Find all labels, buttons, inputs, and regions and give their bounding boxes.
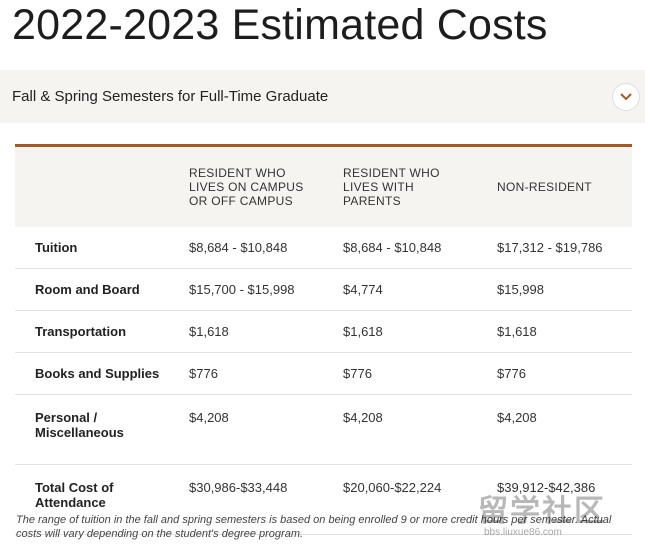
row-label-transportation: Transportation: [15, 310, 189, 353]
table-row: Transportation $1,618 $1,618 $1,618: [15, 310, 632, 353]
cell-value: $4,774: [343, 268, 497, 311]
cell-value: $8,684 - $10,848: [343, 227, 497, 269]
cell-value: $4,208: [189, 394, 343, 465]
cell-value: $1,618: [497, 310, 632, 353]
cell-value: $30,986-$33,448: [189, 464, 343, 535]
column-header-resident-parents: RESIDENT WHO LIVES WITH PARENTS: [343, 147, 497, 227]
row-label-personal-misc: Personal / Miscellaneous: [15, 394, 189, 465]
chevron-down-icon: [620, 93, 632, 101]
row-label-books-and-supplies: Books and Supplies: [15, 352, 189, 395]
accordion-header[interactable]: Fall & Spring Semesters for Full-Time Gr…: [0, 70, 645, 123]
cell-value: $1,618: [189, 310, 343, 353]
column-header-non-resident: NON-RESIDENT: [497, 147, 632, 227]
watermark-url: bbs.liuxue86.com: [484, 527, 562, 538]
cell-value: $1,618: [343, 310, 497, 353]
row-label-tuition: Tuition: [15, 227, 189, 269]
column-header-resident-campus: RESIDENT WHO LIVES ON CAMPUS OR OFF CAMPUS: [189, 147, 343, 227]
watermark-logo: 留学社区: [478, 495, 606, 528]
table-row: Room and Board $15,700 - $15,998 $4,774 …: [15, 268, 632, 311]
cell-value: $15,998: [497, 268, 632, 311]
cost-table: RESIDENT WHO LIVES ON CAMPUS OR OFF CAMPUS…: [15, 144, 632, 535]
cell-value: $4,208: [343, 394, 497, 465]
row-label-total-cost: Total Cost of Attendance: [15, 464, 189, 535]
cell-value: $776: [343, 352, 497, 395]
cell-value: $776: [497, 352, 632, 395]
table-row: Tuition $8,684 - $10,848 $8,684 - $10,84…: [15, 227, 632, 269]
accordion-toggle-button[interactable]: [612, 83, 640, 111]
accordion-label: Fall & Spring Semesters for Full-Time Gr…: [12, 88, 329, 105]
page-title: 2022-2023 Estimated Costs: [12, 1, 548, 49]
cell-value: $39,912-$42,386: [497, 464, 632, 535]
cell-value: $17,312 - $19,786: [497, 227, 632, 269]
table-row: Total Cost of Attendance $30,986-$33,448 …: [15, 464, 632, 535]
table-row: Personal / Miscellaneous $4,208 $4,208 $4…: [15, 394, 632, 465]
cell-value: $776: [189, 352, 343, 395]
column-header-empty: [15, 147, 189, 227]
table-row: Books and Supplies $776 $776 $776: [15, 352, 632, 395]
cell-value: $8,684 - $10,848: [189, 227, 343, 269]
cell-value: $15,700 - $15,998: [189, 268, 343, 311]
cell-value: $4,208: [497, 394, 632, 465]
row-label-room-and-board: Room and Board: [15, 268, 189, 311]
footnote: The range of tuition in the fall and spr…: [16, 514, 612, 540]
cell-value: $20,060-$22,224: [343, 464, 497, 535]
table-header-row: RESIDENT WHO LIVES ON CAMPUS OR OFF CAMPUS…: [15, 147, 632, 227]
